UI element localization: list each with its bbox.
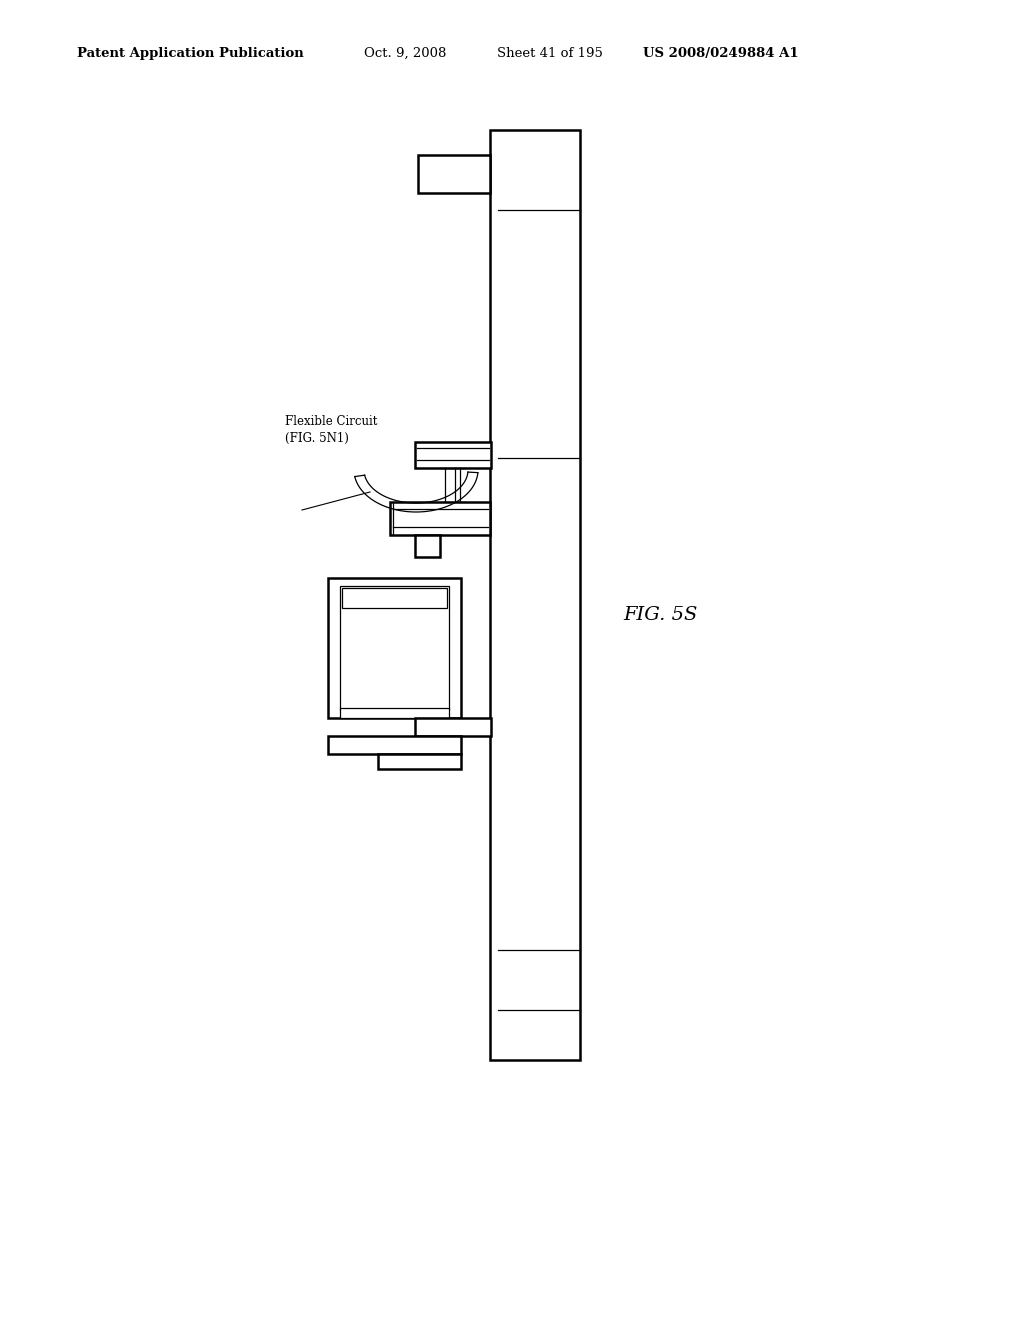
- Bar: [340, 586, 449, 710]
- Bar: [418, 154, 490, 193]
- Bar: [342, 587, 447, 609]
- Bar: [490, 129, 580, 1060]
- Bar: [415, 535, 440, 557]
- Bar: [328, 737, 461, 754]
- Bar: [390, 502, 490, 535]
- Bar: [415, 718, 490, 737]
- Text: Flexible Circuit
(FIG. 5N1): Flexible Circuit (FIG. 5N1): [285, 414, 378, 445]
- Bar: [378, 754, 461, 770]
- Bar: [340, 708, 449, 718]
- Bar: [415, 442, 490, 469]
- Text: Patent Application Publication: Patent Application Publication: [77, 46, 303, 59]
- Bar: [328, 578, 461, 718]
- Text: Oct. 9, 2008: Oct. 9, 2008: [364, 46, 445, 59]
- Text: Sheet 41 of 195: Sheet 41 of 195: [497, 46, 602, 59]
- Text: FIG. 5S: FIG. 5S: [623, 606, 697, 624]
- Text: US 2008/0249884 A1: US 2008/0249884 A1: [643, 46, 799, 59]
